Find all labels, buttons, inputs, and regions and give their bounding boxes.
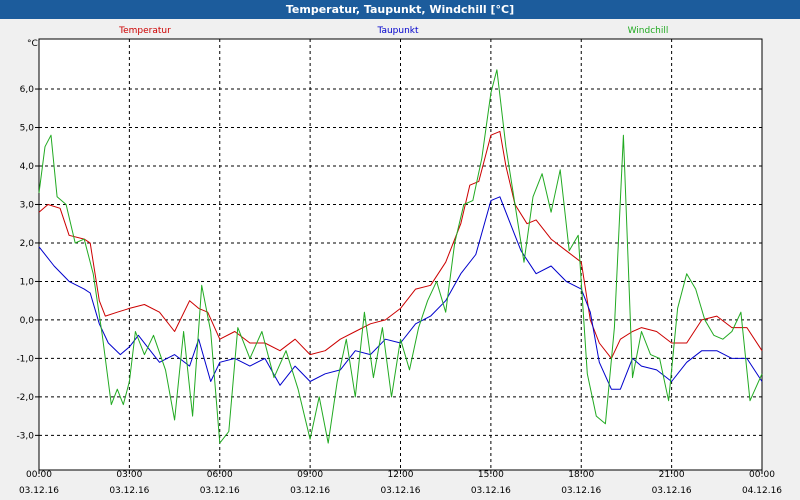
y-tick-label: 5,0 — [20, 124, 35, 134]
x-tick-time-label: 00:00 — [749, 470, 775, 480]
legend-taupunkt: Taupunkt — [376, 26, 419, 36]
y-axis-unit-label: °C — [27, 39, 38, 49]
series-line-taupunkt — [38, 196, 763, 390]
axis-labels: -3,0 -2,0 -1,0 0,0 1,0 2,0 3,0 4,0 5,0 6,0 00:00 03… — [16, 85, 782, 496]
series-line-windchill — [38, 69, 763, 444]
x-tick-time-label: 00:00 — [26, 470, 52, 480]
y-tick-label: -2,0 — [16, 393, 34, 403]
x-tick-date-label: 03.12.16 — [380, 486, 420, 496]
x-tick-date-label: 03.12.16 — [471, 486, 511, 496]
x-tick-date-label: 03.12.16 — [200, 486, 240, 496]
plot-area — [38, 38, 763, 471]
y-tick-label: 1,0 — [20, 277, 35, 287]
legend-temperatur: Temperatur — [118, 26, 171, 36]
series-layer — [38, 69, 763, 444]
x-tick-date-label: 03.12.16 — [561, 486, 601, 496]
grid — [35, 39, 763, 474]
x-tick-date-label: 03.12.16 — [19, 486, 59, 496]
window-title: Temperatur, Taupunkt, Windchill [°C] — [0, 0, 800, 19]
x-tick-time-label: 15:00 — [478, 470, 504, 480]
y-tick-label: 0,0 — [20, 316, 35, 326]
x-tick-date-label: 03.12.16 — [652, 486, 692, 496]
x-tick-time-label: 09:00 — [297, 470, 323, 480]
x-tick-date-label: 03.12.16 — [109, 486, 149, 496]
y-tick-label: 2,0 — [20, 239, 35, 249]
x-tick-time-label: 12:00 — [388, 470, 414, 480]
x-tick-date-label: 03.12.16 — [290, 486, 330, 496]
x-tick-date-label: 04.12.16 — [742, 486, 782, 496]
legend: Temperatur Taupunkt Windchill — [118, 26, 668, 36]
y-tick-label: -1,0 — [16, 354, 34, 364]
y-tick-label: -3,0 — [16, 431, 34, 441]
y-tick-label: 4,0 — [20, 162, 35, 172]
x-tick-time-label: 21:00 — [659, 470, 685, 480]
y-tick-label: 3,0 — [20, 200, 35, 210]
y-tick-label: 6,0 — [20, 85, 35, 95]
chart: -3,0 -2,0 -1,0 0,0 1,0 2,0 3,0 4,0 5,0 6,0 00:00 03… — [0, 19, 800, 500]
x-tick-time-label: 06:00 — [207, 470, 233, 480]
series-line-temperatur — [38, 130, 763, 359]
x-tick-time-label: 18:00 — [568, 470, 594, 480]
x-tick-time-label: 03:00 — [116, 470, 142, 480]
legend-windchill: Windchill — [628, 26, 669, 36]
